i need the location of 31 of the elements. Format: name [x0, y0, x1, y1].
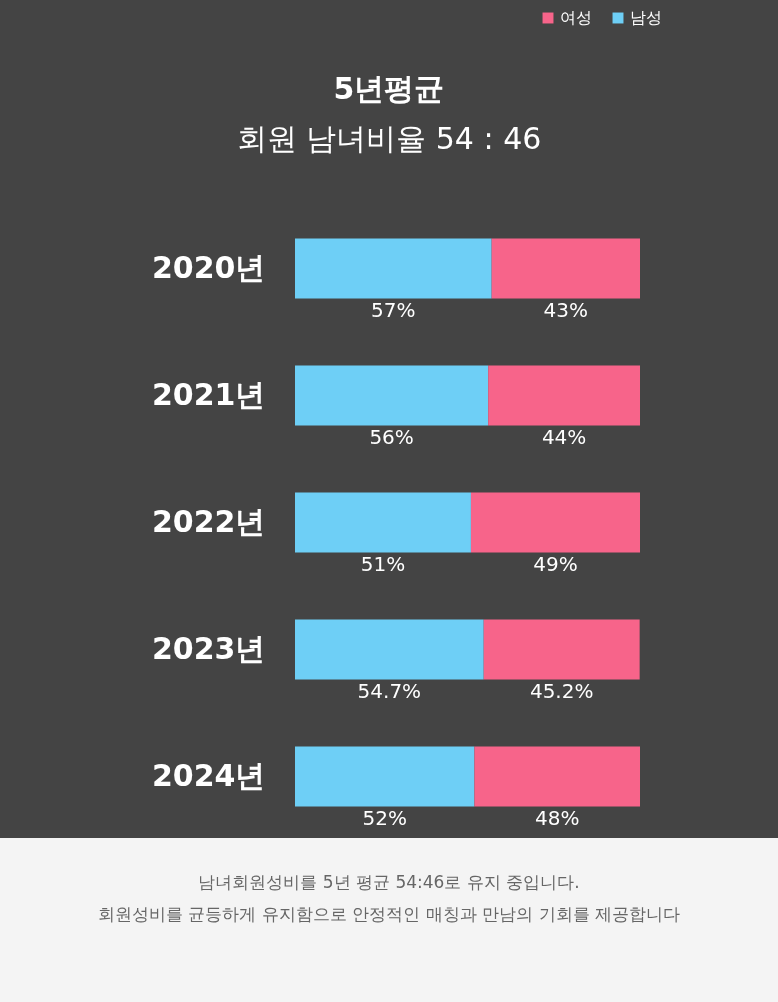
- y-tick-label: 2020년: [152, 249, 266, 285]
- data-label: 52%: [362, 805, 407, 830]
- bar: [295, 492, 471, 553]
- bar: [470, 492, 640, 553]
- bar: [295, 238, 492, 299]
- y-tick-label: 2021년: [152, 376, 266, 412]
- data-label: 44%: [541, 424, 587, 449]
- data-label: 51%: [360, 551, 406, 576]
- data-label: 43%: [543, 297, 589, 322]
- data-label: 49%: [533, 551, 578, 576]
- y-tick-label: 2024년: [152, 757, 266, 793]
- legend-label: 여성: [560, 8, 592, 27]
- bar: [483, 619, 640, 680]
- chart-subtitle: 회원 남녀비율 54 : 46: [236, 121, 542, 156]
- text: 회원성비를 균등하게 유지함으로 안정적인 매칭과 만남의 기회를 제공합니다: [97, 903, 681, 926]
- bar: [295, 365, 489, 426]
- y-tick-label: 2023년: [152, 630, 266, 666]
- bar: [295, 746, 475, 807]
- y-tick-label: 2022년: [152, 503, 266, 539]
- bar: [474, 746, 640, 807]
- bar: [295, 619, 484, 680]
- bar: [488, 365, 640, 426]
- chart-title: 5년평균: [333, 71, 445, 106]
- text: 남녀회원성비를 5년 평균 54:46로 유지 중입니다.: [197, 871, 581, 894]
- data-label: 56%: [369, 424, 414, 449]
- data-label: 57%: [371, 297, 416, 322]
- data-label: 45.2%: [529, 678, 594, 703]
- bar: [491, 238, 640, 299]
- legend-label: 남성: [630, 8, 662, 27]
- data-label: 48%: [534, 805, 580, 830]
- data-label: 54.7%: [357, 678, 422, 703]
